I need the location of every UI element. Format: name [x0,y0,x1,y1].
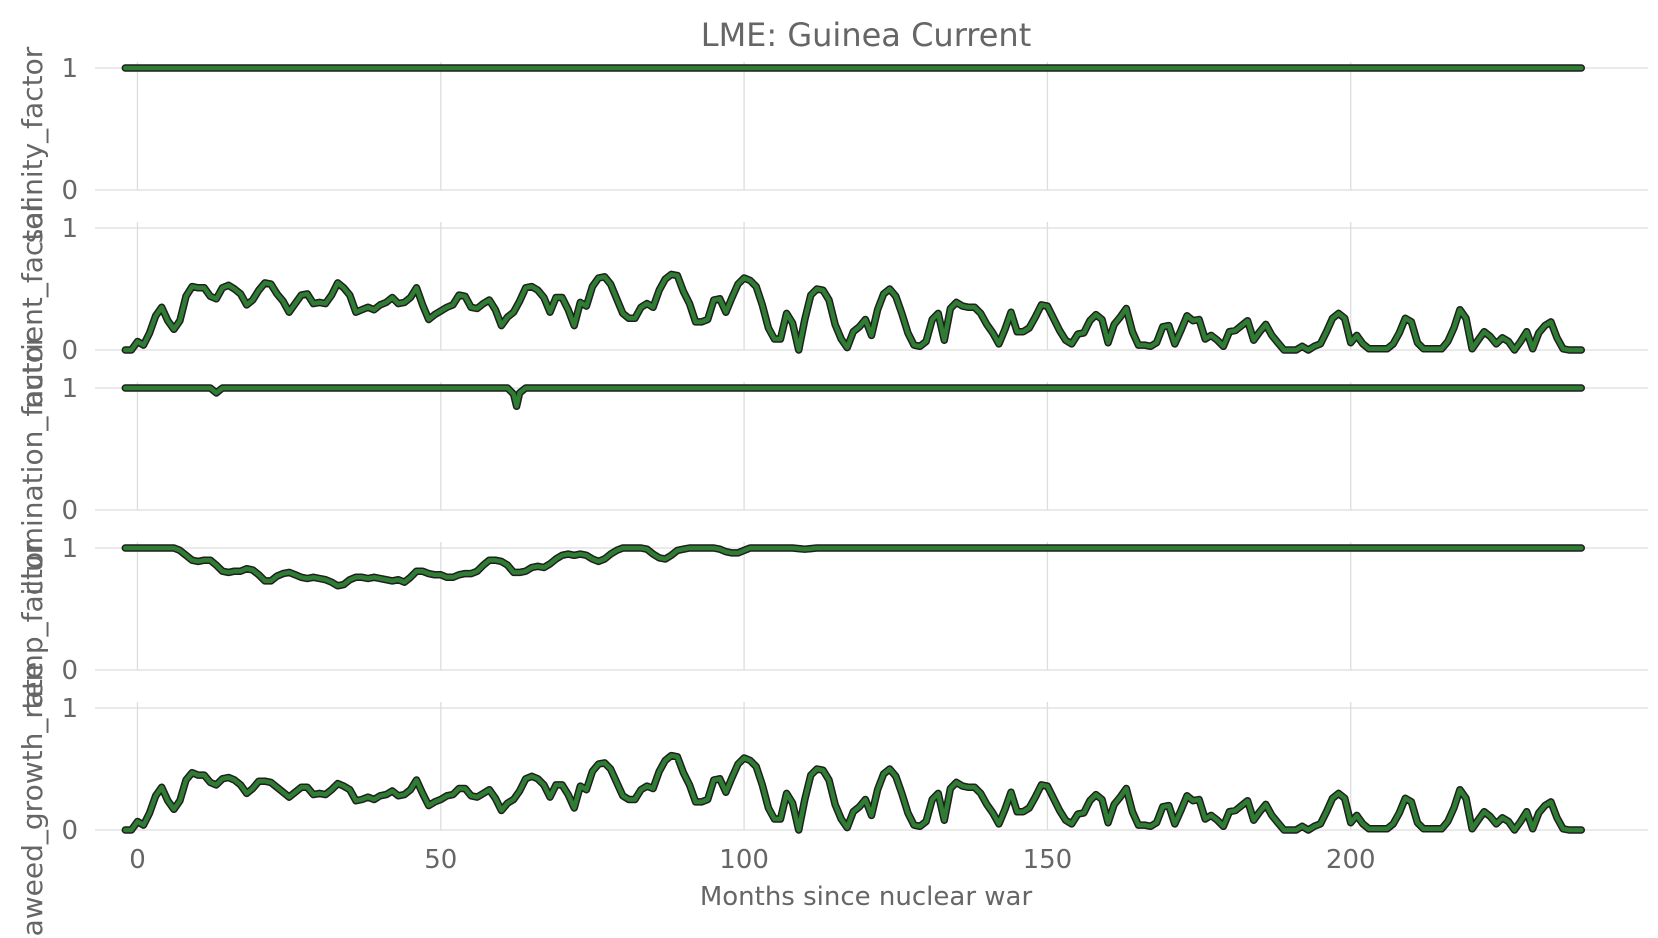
series-line [123,753,1584,833]
y-axis-label: salinity_factor [16,46,49,243]
x-tick-label: 150 [1023,845,1073,875]
y-tick-label: 1 [61,694,78,724]
series-line-outline [121,751,1586,834]
y-tick-label: 0 [61,816,78,846]
series-line [123,272,1584,353]
y-tick-label: 1 [61,534,78,564]
x-tick-label: 50 [424,845,457,875]
panel-5: 0 1 seaweed_growth_rate [16,662,1648,938]
panel-1: 0 1 salinity_factor [16,46,1648,243]
y-tick-label: 1 [61,374,78,404]
series-line [123,385,1584,409]
y-axis-label: illumination_factor [16,334,49,595]
panel-4: 0 1 temp_factor [16,534,1648,710]
y-tick-label: 0 [61,656,78,686]
y-tick-label: 0 [61,176,78,206]
x-tick-label: 200 [1326,845,1376,875]
x-axis-label: Months since nuclear war [700,882,1033,912]
y-tick-label: 1 [61,214,78,244]
panel-2: 0 1 nutrient_factor [16,201,1648,409]
y-axis-label: temp_factor [16,540,49,710]
series-line-outline [121,384,1586,411]
y-tick-label: 0 [61,336,78,366]
series-line-outline [121,544,1586,590]
chart-panels: 0 1 salinity_factor 0 1 nutrient_factor 0 1 illu… [16,46,1648,938]
x-tick-label: 0 [129,845,146,875]
chart-title: LME: Guinea Current [701,16,1032,54]
series-line [123,545,1584,589]
panel-3: 0 1 illumination_factor [16,334,1648,595]
y-axis-label: nutrient_factor [16,201,49,409]
y-axis-label: seaweed_growth_rate [16,662,49,938]
y-tick-label: 0 [61,496,78,526]
x-axis: 0 50 100 150 200 [129,845,1375,875]
y-tick-label: 1 [61,54,78,84]
x-tick-label: 100 [719,845,769,875]
